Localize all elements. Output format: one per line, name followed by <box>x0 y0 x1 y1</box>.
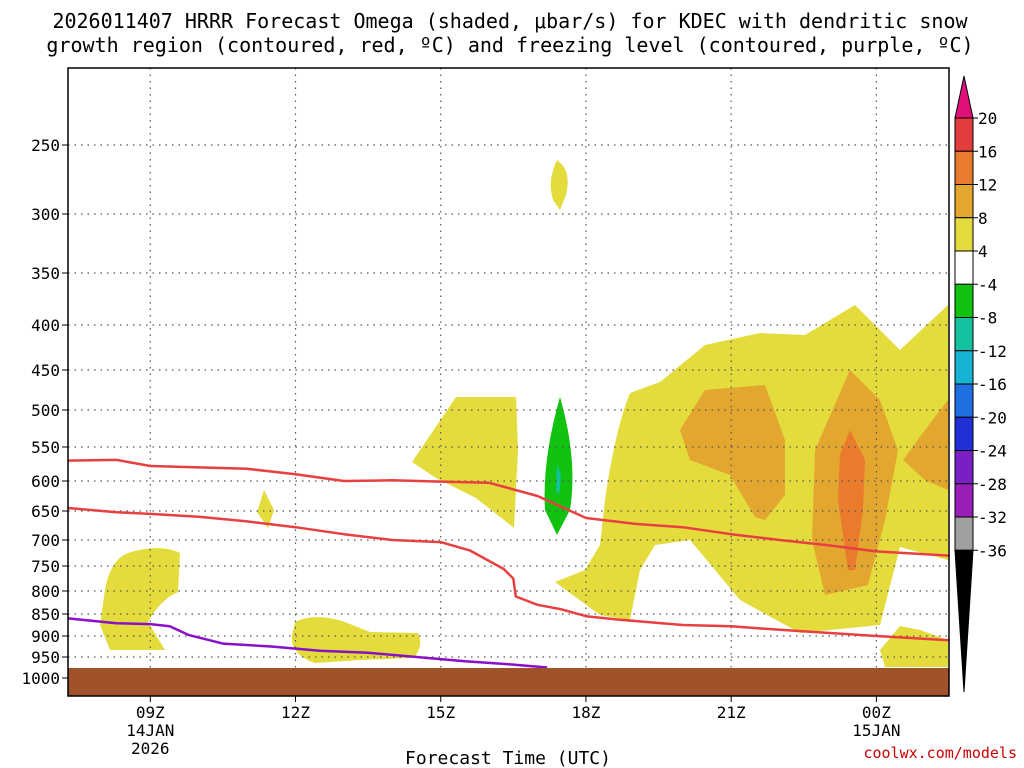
colorbar-swatch <box>954 217 974 252</box>
y-tick-label: 700 <box>31 531 60 550</box>
colorbar-label: 4 <box>978 242 988 261</box>
colorbar-swatch <box>954 150 974 185</box>
x-tick-label: 00Z <box>862 703 891 722</box>
y-tick-label: 350 <box>31 264 60 283</box>
colorbar-swatch <box>954 516 974 551</box>
credit-text: coolwx.com/models <box>863 744 1017 762</box>
omega-neg4-core <box>544 397 573 535</box>
omega-shading <box>100 160 948 667</box>
y-tick-label: 400 <box>31 316 60 335</box>
omega-pos4-upper-blob <box>550 160 568 210</box>
y-tick-label: 450 <box>31 361 60 380</box>
chart-title-line2: growth region (contoured, red, ºC) and f… <box>46 33 973 57</box>
x-tick-label: 21Z <box>717 703 746 722</box>
x-axis-label: Forecast Time (UTC) <box>405 748 611 768</box>
dendritic-contour--18C <box>67 506 950 642</box>
colorbar-label: -12 <box>978 342 1007 361</box>
colorbar-label: 16 <box>978 142 997 161</box>
colorbar-label: -4 <box>978 275 997 294</box>
colorbar-swatch <box>954 383 974 418</box>
chart-title-line1: 2026011407 HRRR Forecast Omega (shaded, … <box>52 9 968 33</box>
x-tick-label: 09Z <box>136 703 165 722</box>
colorbar: 20 16 12 8 4 -4 -8 -12 -16 -20 -24 -28 -32 -36 <box>954 75 1007 693</box>
y-tick-label: 800 <box>31 582 60 601</box>
colorbar-label: -16 <box>978 375 1007 394</box>
colorbar-label: -20 <box>978 408 1007 427</box>
x-tick-label: 18Z <box>571 703 600 722</box>
colorbar-label: -24 <box>978 442 1007 461</box>
omega-pos4-small-blob <box>257 490 274 528</box>
colorbar-label: 20 <box>978 109 997 128</box>
y-tick-label: 250 <box>31 136 60 155</box>
y-tick-label: 850 <box>31 605 60 624</box>
colorbar-swatch <box>954 250 974 285</box>
colorbar-label: -32 <box>978 508 1007 527</box>
colorbar-swatch <box>954 283 974 318</box>
colorbar-label: -8 <box>978 309 997 328</box>
colorbar-label: -28 <box>978 475 1007 494</box>
y-tick-label: 300 <box>31 205 60 224</box>
y-tick-label: 750 <box>31 557 60 576</box>
y-axis: 250 300 350 400 450 500 550 600 650 700 750 800 850 9… <box>21 136 68 688</box>
omega-pos8-blob-a <box>680 385 785 520</box>
y-tick-label: 650 <box>31 502 60 521</box>
x-tick-label: 12Z <box>281 703 310 722</box>
omega-neg8-core <box>556 465 561 495</box>
omega-pos12-core <box>838 430 865 570</box>
x-tick-date: 14JAN <box>126 721 174 740</box>
y-tick-label: 550 <box>31 438 60 457</box>
plot-border <box>67 67 950 697</box>
colorbar-swatch <box>954 483 974 518</box>
colorbar-bottom-arrow <box>954 549 974 693</box>
colorbar-label: -36 <box>978 541 1007 560</box>
y-tick-label: 600 <box>31 472 60 491</box>
colorbar-top-arrow <box>954 75 974 119</box>
y-tick-label: 950 <box>31 648 60 667</box>
ground-surface <box>68 668 949 696</box>
colorbar-swatch <box>954 450 974 485</box>
colorbar-swatch <box>954 117 974 152</box>
colorbar-label: 8 <box>978 209 988 228</box>
colorbar-swatch <box>954 416 974 451</box>
colorbar-swatch <box>954 317 974 352</box>
y-tick-label: 500 <box>31 401 60 420</box>
omega-pos4-midleft-blob <box>412 397 518 528</box>
colorbar-swatch <box>954 350 974 385</box>
contour-lines <box>67 458 950 669</box>
x-tick-date: 15JAN <box>852 721 900 740</box>
dendritic-contour--12C <box>67 458 950 557</box>
gridlines <box>68 68 949 696</box>
freezing-level-contour <box>67 617 548 669</box>
x-tick-year: 2026 <box>131 739 170 758</box>
x-tick-label: 15Z <box>426 703 455 722</box>
y-tick-label: 1000 <box>21 669 60 688</box>
colorbar-swatch <box>954 184 974 219</box>
omega-pos8-blob-c <box>903 400 948 490</box>
y-tick-label: 900 <box>31 627 60 646</box>
colorbar-label: 12 <box>978 176 997 195</box>
